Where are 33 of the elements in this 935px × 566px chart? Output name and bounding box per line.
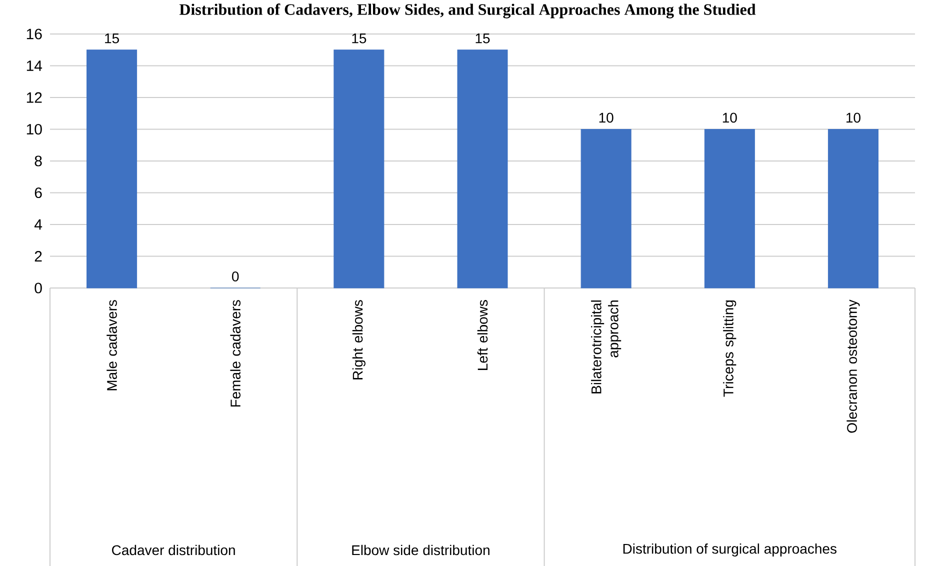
bar: [828, 129, 878, 288]
x-tick-label: Right elbows: [352, 300, 366, 380]
bar: [457, 50, 508, 288]
text: Distribution of surgical approaches: [623, 543, 836, 557]
y-tick-label: 8: [34, 156, 42, 166]
y-tick-label: 16: [26, 28, 42, 40]
y-tick-label: 0: [34, 282, 42, 294]
data-label: 10: [846, 112, 860, 123]
data-label: 15: [476, 34, 490, 44]
y-tick-label: 4: [34, 219, 42, 230]
x-tick-label: Bilaterotricipital approach: [591, 300, 622, 394]
data-label: 15: [105, 34, 119, 44]
data-label: 10: [722, 112, 737, 123]
text: Cadaver distribution: [112, 544, 235, 556]
data-label: 0: [232, 271, 239, 282]
y-tick-label: 6: [34, 187, 42, 198]
text: Elbow side distribution: [352, 544, 490, 556]
x-tick-label: Olecranon osteotomy: [846, 300, 860, 433]
bar: [704, 129, 755, 288]
x-tick-label: Left elbows: [477, 300, 488, 370]
chart-title: Distribution of Cadavers, Elbow Sides, and Surgical Approaches Among the Studied: [179, 4, 756, 18]
bar: [334, 50, 384, 288]
data-label: 10: [599, 112, 614, 123]
y-tick-label: 10: [26, 124, 42, 135]
bar: [580, 129, 632, 288]
x-tick-label: Male cadavers: [106, 300, 117, 390]
y-tick-label: 14: [26, 60, 42, 71]
y-tick-label: 2: [34, 251, 42, 262]
x-tick-label: Female cadavers: [230, 300, 241, 407]
data-label: 15: [352, 34, 366, 44]
x-tick-label: Triceps splitting: [723, 300, 736, 397]
bar: [86, 50, 138, 288]
y-tick-label: 12: [26, 92, 42, 103]
